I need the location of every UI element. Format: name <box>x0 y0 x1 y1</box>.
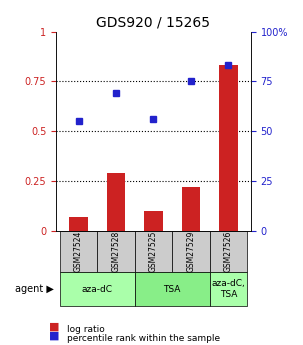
Text: percentile rank within the sample: percentile rank within the sample <box>67 334 220 343</box>
Title: GDS920 / 15265: GDS920 / 15265 <box>96 15 211 29</box>
Text: aza-dC: aza-dC <box>82 285 113 294</box>
Bar <box>181 187 200 231</box>
Bar <box>69 217 88 231</box>
FancyBboxPatch shape <box>97 231 135 272</box>
Text: log ratio: log ratio <box>67 325 105 334</box>
Text: ■: ■ <box>49 331 60 341</box>
Text: GSM27525: GSM27525 <box>149 231 158 272</box>
FancyBboxPatch shape <box>210 272 247 306</box>
FancyBboxPatch shape <box>210 231 247 272</box>
Text: GSM27524: GSM27524 <box>74 231 83 272</box>
Text: TSA: TSA <box>164 285 181 294</box>
Bar <box>219 66 238 231</box>
Text: aza-dC,
TSA: aza-dC, TSA <box>211 279 245 299</box>
Text: agent ▶: agent ▶ <box>15 284 54 294</box>
FancyBboxPatch shape <box>60 231 97 272</box>
FancyBboxPatch shape <box>172 231 210 272</box>
Text: ■: ■ <box>49 322 60 332</box>
Bar <box>107 173 125 231</box>
FancyBboxPatch shape <box>135 231 172 272</box>
FancyBboxPatch shape <box>135 272 210 306</box>
Text: GSM27528: GSM27528 <box>112 231 121 272</box>
Text: GSM27526: GSM27526 <box>224 231 233 272</box>
Text: GSM27529: GSM27529 <box>186 231 195 272</box>
FancyBboxPatch shape <box>60 272 135 306</box>
Bar <box>144 211 163 231</box>
